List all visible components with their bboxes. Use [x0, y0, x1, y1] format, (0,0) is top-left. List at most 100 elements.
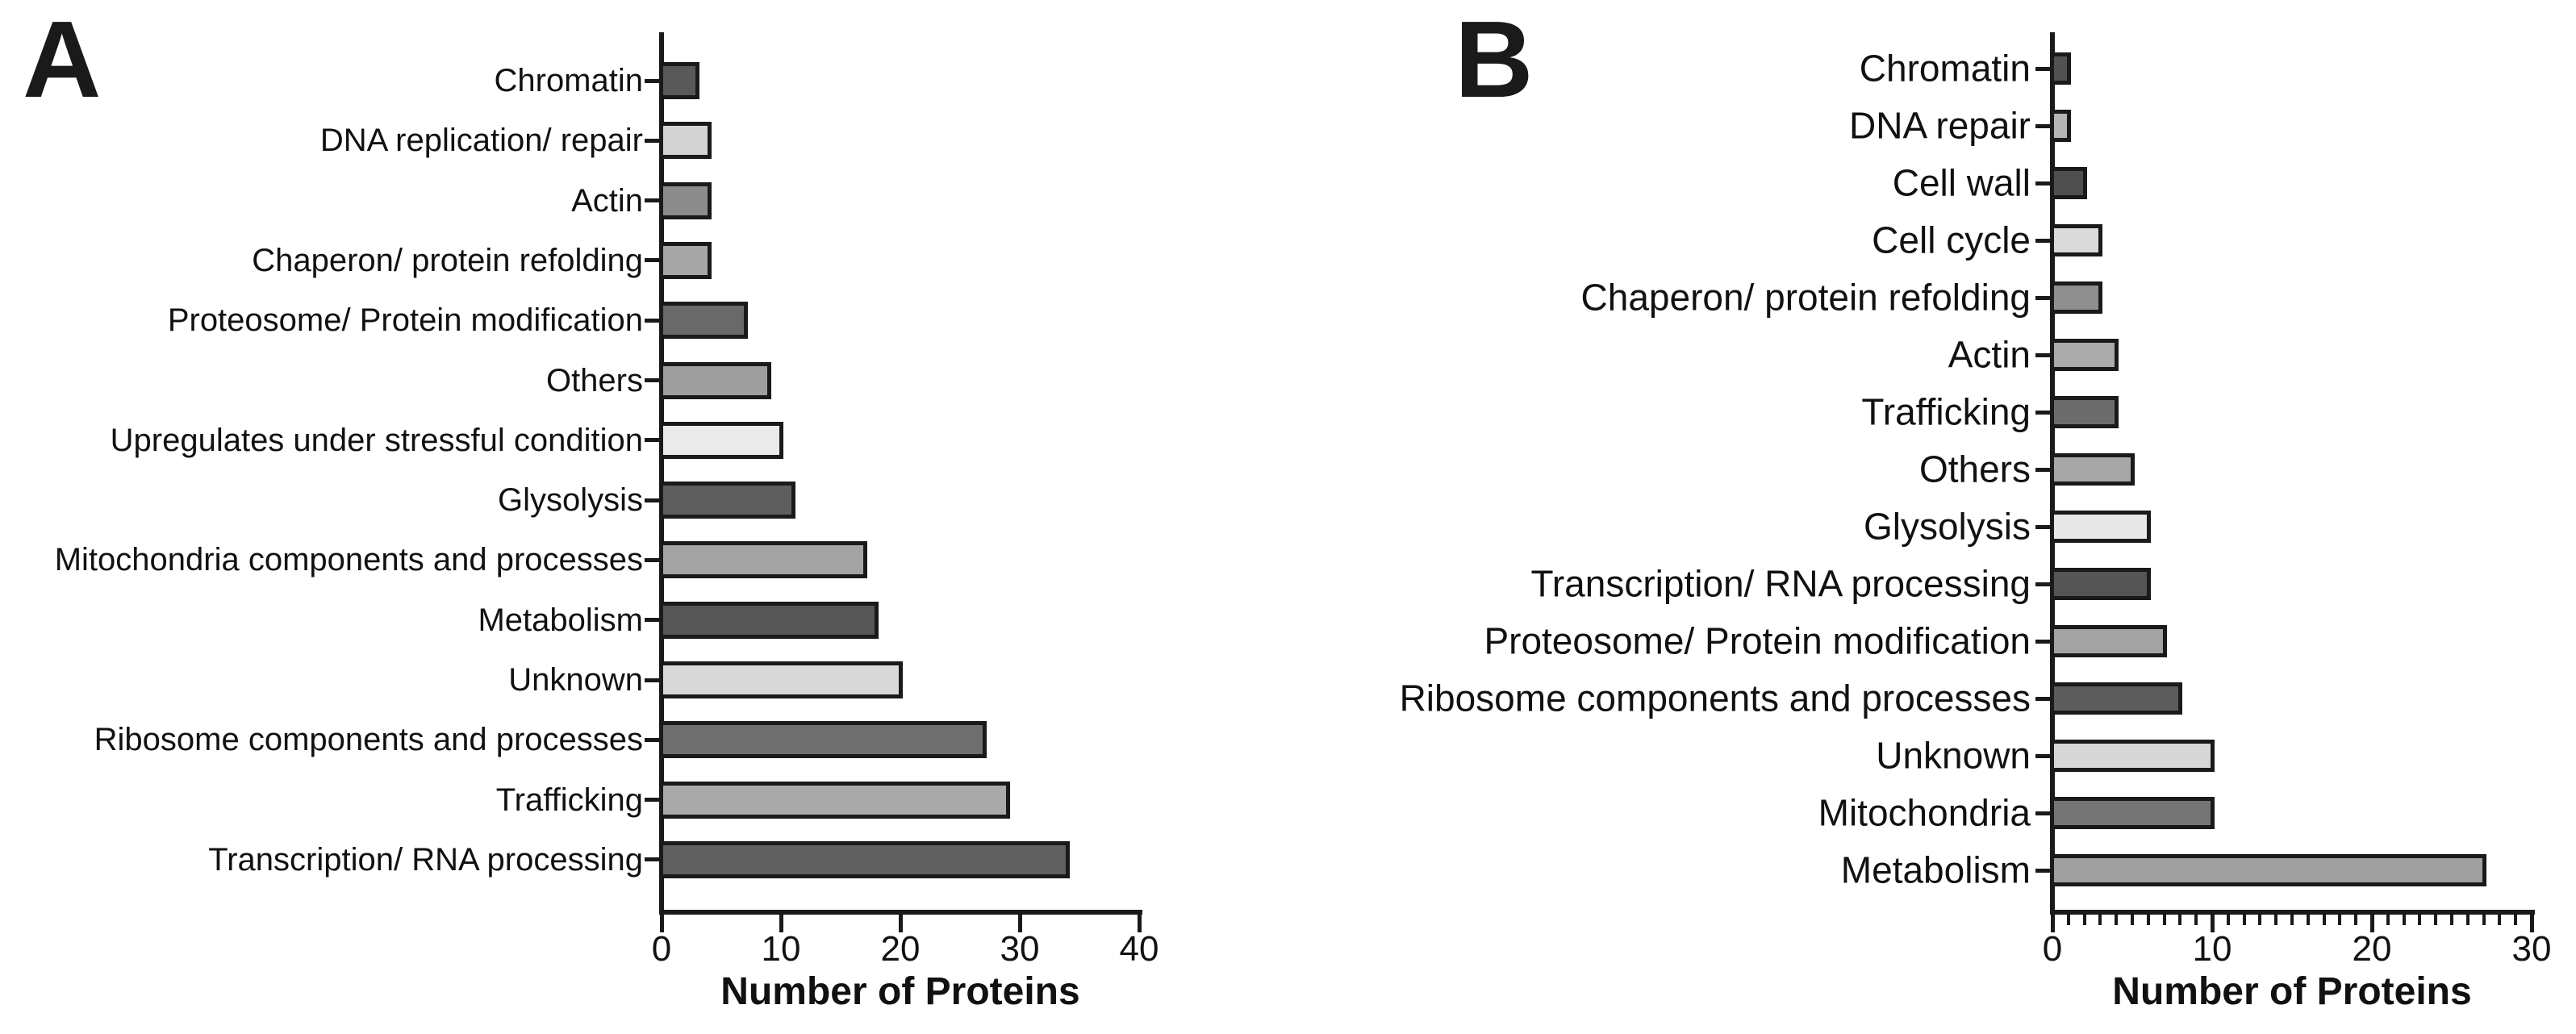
category-label: Actin: [571, 182, 643, 219]
category-tick: [645, 857, 659, 862]
category-tick: [645, 198, 659, 203]
bar-cell-wall: [2050, 167, 2087, 199]
category-label: Metabolism: [1840, 848, 2031, 891]
category-tick: [645, 138, 659, 143]
x-minor-tick: [2082, 915, 2086, 925]
x-minor-tick: [2258, 915, 2262, 925]
bar-transcription-rna-processing: [659, 840, 1071, 878]
category-label: Trafficking: [1861, 390, 2031, 433]
x-minor-tick: [2498, 915, 2502, 925]
category-tick: [645, 498, 659, 502]
bar-metabolism: [659, 601, 879, 639]
bar-trafficking: [659, 781, 1011, 819]
bar-chaperon-protein-refolding: [2050, 281, 2103, 314]
bar-metabolism: [2050, 854, 2486, 886]
category-label: Others: [1918, 448, 2031, 490]
category-tick: [645, 798, 659, 803]
x-tick-label: 20: [2352, 929, 2392, 969]
bar-dna-repair: [2050, 110, 2071, 142]
x-minor-tick: [2306, 915, 2310, 925]
x-major-tick: [2050, 915, 2055, 932]
x-major-tick: [1137, 915, 1142, 932]
bar-chromatin: [659, 62, 700, 99]
category-label: DNA repair: [1849, 104, 2031, 147]
bar-mitochondria-components-and-processes: [659, 541, 867, 579]
x-major-tick: [2369, 915, 2374, 932]
x-major-tick: [779, 915, 783, 932]
x-tick-label: 10: [761, 929, 801, 969]
bar-proteosome-protein-modification: [2050, 625, 2167, 657]
category-label: Others: [545, 362, 643, 398]
category-label: Mitochondria components and processes: [54, 542, 643, 578]
category-label: Chaperon/ protein refolding: [252, 242, 643, 278]
category-tick: [645, 438, 659, 443]
category-tick: [2035, 66, 2050, 71]
panel-label-b: B: [1455, 0, 1534, 120]
bar-glysolysis: [659, 482, 795, 519]
x-major-tick: [2210, 915, 2215, 932]
x-tick-label: 30: [2511, 929, 2552, 969]
category-tick: [2035, 524, 2050, 529]
category-tick: [2035, 123, 2050, 128]
category-tick: [645, 618, 659, 623]
category-tick: [2035, 868, 2050, 873]
category-label: DNA replication/ repair: [319, 123, 643, 159]
x-tick-label: 10: [2192, 929, 2232, 969]
category-tick: [645, 318, 659, 323]
bar-others: [659, 361, 772, 399]
x-major-tick: [1017, 915, 1022, 932]
x-minor-tick: [2274, 915, 2278, 925]
category-label: Unknown: [1876, 734, 2031, 777]
bar-upregulates-under-stressful-condition: [659, 421, 783, 459]
x-minor-tick: [2322, 915, 2326, 925]
category-tick: [2035, 181, 2050, 186]
category-tick: [2035, 696, 2050, 701]
x-minor-tick: [2242, 915, 2246, 925]
x-tick-label: 0: [2042, 929, 2063, 969]
x-minor-tick: [2290, 915, 2294, 925]
bar-chromatin: [2050, 52, 2071, 85]
category-tick: [645, 378, 659, 382]
bar-cell-cycle: [2050, 224, 2103, 256]
category-tick: [2035, 410, 2050, 415]
x-minor-tick: [2386, 915, 2390, 925]
bar-dna-replication-repair: [659, 122, 712, 160]
category-label: Metabolism: [478, 602, 643, 638]
bar-trafficking: [2050, 396, 2119, 428]
x-minor-tick: [2338, 915, 2342, 925]
x-axis-title-a: Number of Proteins: [720, 970, 1080, 1013]
x-minor-tick: [2482, 915, 2486, 925]
y-axis: [659, 32, 664, 915]
x-minor-tick: [2434, 915, 2438, 925]
x-tick-label: 20: [880, 929, 921, 969]
category-tick: [2035, 295, 2050, 300]
bar-unknown: [659, 661, 903, 698]
bar-actin: [659, 181, 712, 219]
category-label: Transcription/ RNA processing: [208, 841, 643, 878]
panel-label-a: A: [23, 0, 102, 120]
x-minor-tick: [2418, 915, 2422, 925]
category-tick: [2035, 582, 2050, 586]
category-tick: [2035, 238, 2050, 243]
x-minor-tick: [2131, 915, 2134, 925]
x-axis-title-b: Number of Proteins: [2112, 970, 2472, 1013]
x-minor-tick: [2450, 915, 2453, 925]
bar-glysolysis: [2050, 511, 2151, 543]
category-label: Proteosome/ Protein modification: [167, 302, 643, 339]
bar-others: [2050, 453, 2135, 486]
x-minor-tick: [2194, 915, 2198, 925]
x-minor-tick: [2226, 915, 2230, 925]
category-tick: [2035, 467, 2050, 472]
category-label: Actin: [1948, 333, 2031, 376]
x-major-tick: [2529, 915, 2534, 932]
category-label: Chromatin: [1859, 47, 2031, 90]
category-tick: [2035, 639, 2050, 644]
category-label: Unknown: [508, 662, 643, 698]
bar-unknown: [2050, 740, 2215, 772]
category-label: Glysolysis: [1863, 505, 2031, 548]
category-label: Cell cycle: [1872, 219, 2031, 261]
x-minor-tick: [2098, 915, 2102, 925]
